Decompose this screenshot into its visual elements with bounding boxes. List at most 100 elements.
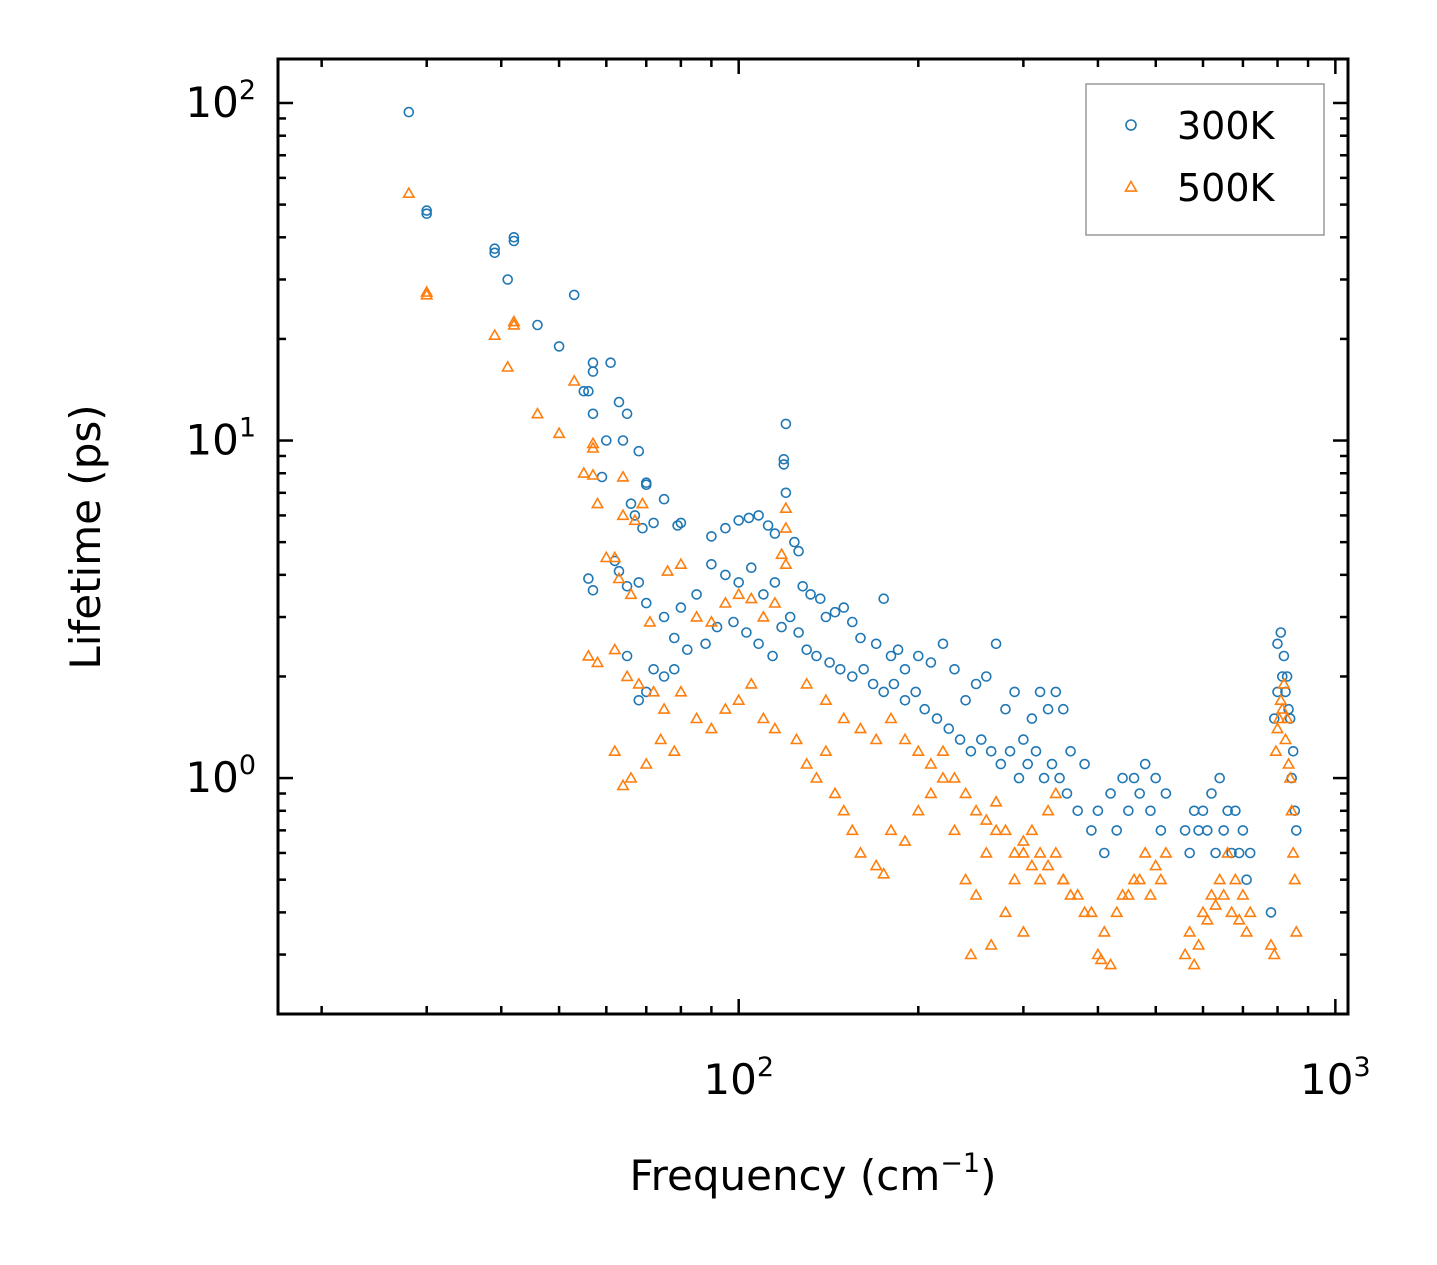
data-point-500k (732, 693, 746, 706)
data-point-300k (568, 289, 580, 301)
data-point-500k (1008, 872, 1022, 885)
legend-entries: 300K 500K (1124, 104, 1276, 210)
data-point-500k (635, 496, 650, 509)
data-point-300k (621, 408, 633, 420)
data-point-300k (583, 573, 594, 584)
data-point-300k (1150, 772, 1161, 784)
data-point-300k (1222, 805, 1233, 817)
data-point-500k (819, 744, 833, 757)
data-point-300k (1184, 847, 1195, 859)
data-point-500k (639, 757, 653, 769)
data-point-300k (1134, 788, 1145, 799)
data-point-500k (599, 550, 613, 563)
data-point-300k (1197, 805, 1209, 817)
x-tick-label-exponent: 2 (757, 1052, 774, 1083)
data-point-500k (704, 615, 718, 627)
data-point-300k (720, 569, 731, 581)
data-point-300k (578, 385, 590, 397)
data-point-500k (853, 721, 868, 734)
data-point-500k (869, 732, 883, 745)
data-point-300k (1233, 847, 1245, 859)
data-point-500k (1196, 905, 1210, 918)
data-point-300k (954, 734, 966, 745)
major-ticks-layer (278, 59, 1348, 1014)
data-point-300k (711, 621, 723, 633)
data-point-500k (1274, 693, 1288, 706)
data-point-300k (778, 453, 790, 465)
data-point-500k (420, 288, 434, 300)
data-point-300k (867, 678, 879, 690)
data-point-300k (1241, 874, 1252, 886)
data-point-300k (937, 638, 949, 650)
x-axis-title-exponent: −1 (940, 1148, 980, 1179)
series-300k (403, 106, 1302, 918)
legend-label-300k: 300K (1177, 104, 1276, 148)
data-point-500k (989, 795, 1003, 807)
data-point-300k (1237, 825, 1249, 836)
data-point-300k (975, 734, 987, 745)
data-point-500k (1217, 888, 1231, 900)
data-point-300k (1218, 825, 1229, 836)
data-point-500k (1240, 925, 1254, 937)
data-point-500k (789, 732, 804, 745)
data-point-500k (567, 374, 581, 386)
data-point-500k (616, 470, 630, 482)
data-point-300k (990, 638, 1002, 650)
data-point-300k (838, 602, 850, 613)
data-point-500k (809, 771, 824, 783)
data-point-500k (964, 947, 978, 960)
data-point-500k (1121, 888, 1135, 900)
data-point-500k (898, 732, 912, 745)
data-point-500k (1008, 846, 1022, 858)
data-point-300k (899, 663, 911, 675)
data-point-500k (616, 508, 630, 521)
data-point-500k (690, 711, 704, 724)
data-point-500k (984, 938, 998, 950)
data-point-300k (1030, 745, 1042, 757)
data-point-500k (1016, 846, 1030, 858)
data-point-300k (640, 597, 652, 609)
data-point-500k (674, 685, 688, 697)
data-point-500k (608, 642, 622, 655)
data-point-500k (420, 285, 434, 297)
data-point-500k (969, 803, 983, 816)
data-point-500k (552, 426, 566, 439)
data-point-300k (1202, 825, 1213, 836)
data-point-500k (1133, 872, 1147, 885)
data-point-300k (980, 671, 992, 682)
data-point-500k (1049, 786, 1063, 799)
data-point-500k (507, 318, 521, 330)
data-point-300k (648, 663, 659, 675)
data-point-300k (1026, 713, 1038, 724)
data-point-300k (633, 577, 645, 588)
data-point-500k (1110, 905, 1124, 918)
data-point-300k (613, 565, 625, 577)
data-point-500k (402, 186, 416, 198)
data-point-300k (605, 357, 616, 369)
y-tick-label: 101 (185, 413, 256, 465)
data-point-500k (1178, 947, 1192, 960)
data-point-300k (762, 520, 774, 531)
data-point-500k (1149, 858, 1163, 871)
data-point-300k (769, 528, 781, 539)
data-point-500k (1033, 872, 1047, 885)
data-point-500k (884, 823, 898, 836)
data-point-300k (681, 644, 693, 656)
data-point-500k (1213, 872, 1227, 885)
data-point-500k (744, 591, 758, 604)
data-point-500k (1277, 677, 1291, 689)
data-point-500k (1200, 913, 1214, 925)
data-point-300k (960, 694, 971, 706)
data-point-500k (590, 496, 605, 509)
data-point-500k (1078, 905, 1092, 918)
data-point-300k (658, 671, 670, 682)
data-point-300k (767, 650, 778, 662)
data-point-500k (1138, 846, 1152, 858)
data-point-300k (421, 208, 433, 219)
y-tick-label-base: 10 (185, 78, 238, 127)
data-point-500k (632, 677, 646, 689)
data-point-500k (756, 711, 770, 724)
data-point-300k (1046, 758, 1058, 770)
data-point-300k (784, 611, 796, 623)
data-point-500k (1016, 834, 1030, 846)
